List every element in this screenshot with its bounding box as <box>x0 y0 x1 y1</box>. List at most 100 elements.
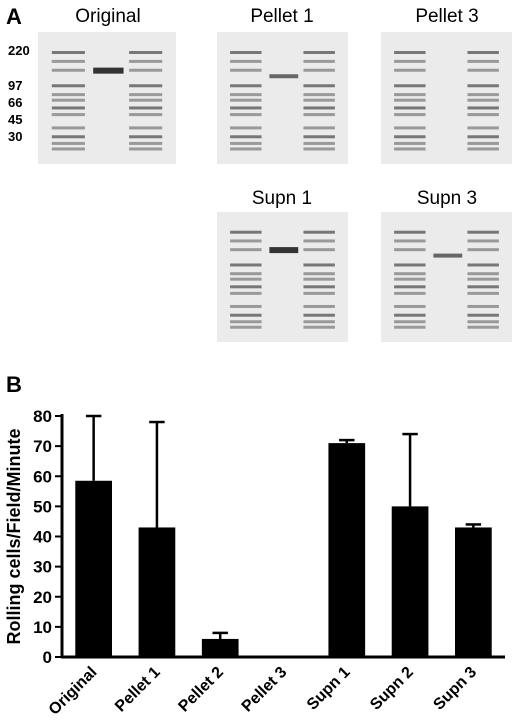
gel-image-pellet-1 <box>217 32 348 164</box>
ladder-band <box>230 320 262 324</box>
sample-band <box>269 247 299 254</box>
ladder-band <box>303 230 335 234</box>
ladder-band <box>467 230 499 234</box>
gel-image-supn-1 <box>217 212 348 342</box>
sample-band <box>93 67 124 74</box>
bar-supn-1 <box>328 443 366 657</box>
ladder-band <box>303 135 335 139</box>
ladder-band <box>303 325 335 329</box>
panel-a-label: A <box>6 4 22 29</box>
bar-original <box>75 480 112 657</box>
y-tick-label: 60 <box>33 467 52 486</box>
ladder-band <box>394 51 426 55</box>
ladder-band <box>230 230 262 234</box>
ladder-band <box>129 113 163 117</box>
ladder-band <box>394 272 426 276</box>
ladder-band <box>303 68 335 72</box>
bar-pellet-1 <box>138 527 176 657</box>
bar-supn-3 <box>455 527 492 657</box>
ladder-band <box>230 263 262 267</box>
ladder-band <box>467 135 499 139</box>
ladder-band <box>394 313 426 317</box>
x-tick-label: Pellet 2 <box>175 664 227 716</box>
ladder-band <box>467 113 499 117</box>
ladder-band <box>394 68 426 72</box>
ladder-band <box>129 68 163 72</box>
ladder-band <box>230 93 262 97</box>
ladder-band <box>230 113 262 117</box>
ladder-band <box>303 248 335 252</box>
ladder-band <box>303 98 335 102</box>
ladder-band <box>467 98 499 102</box>
ladder-band <box>467 68 499 72</box>
ladder-band <box>230 325 262 329</box>
ladder-band <box>394 147 426 151</box>
ladder-band <box>467 147 499 151</box>
gel-title-supn-1: Supn 1 <box>251 188 313 209</box>
gel-title-pellet-3: Pellet 3 <box>415 6 479 27</box>
ladder-band <box>394 320 426 324</box>
ladder-band <box>129 59 163 63</box>
ladder-band <box>303 304 335 308</box>
ladder-band <box>467 291 499 295</box>
ladder-band <box>129 106 163 110</box>
ladder-band <box>394 113 426 117</box>
ladder-band <box>51 51 85 55</box>
sample-band <box>269 74 299 79</box>
bar-chart: 0 10 20 30 40 50 60 70 80 Rolling cells/Field/Min… <box>4 407 505 719</box>
sample-band <box>433 253 463 258</box>
ladder-band <box>51 147 85 151</box>
ladder-band <box>230 313 262 317</box>
y-tick-label: 10 <box>33 618 52 637</box>
mw-marker-97: 97 <box>8 78 23 93</box>
gel-image-supn-3 <box>381 212 512 342</box>
ladder-band <box>467 248 499 252</box>
ladder-band <box>303 84 335 88</box>
ladder-band <box>467 263 499 267</box>
mw-marker-30: 30 <box>8 129 23 144</box>
ladder-band <box>129 51 163 55</box>
ladder-band <box>51 59 85 63</box>
gel-image-pellet-3 <box>381 32 512 164</box>
ladder-band <box>467 51 499 55</box>
ladder-band <box>303 272 335 276</box>
x-tick-label: Pellet 3 <box>239 664 291 716</box>
ladder-band <box>303 59 335 63</box>
bar-pellet-2 <box>201 638 239 657</box>
mw-marker-66: 66 <box>8 95 23 110</box>
y-axis-label: Rolling cells/Field/Minute <box>4 428 24 644</box>
x-tick-label: Supn 1 <box>304 664 354 714</box>
ladder-band <box>394 263 426 267</box>
ladder-band <box>467 84 499 88</box>
ladder-band <box>230 239 262 243</box>
x-tick-label: Supn 3 <box>430 664 480 714</box>
panel-b-label: B <box>6 372 22 397</box>
ladder-band <box>467 325 499 329</box>
ladder-band <box>303 141 335 145</box>
ladder-band <box>230 291 262 295</box>
ladder-band <box>303 291 335 295</box>
ladder-band <box>230 84 262 88</box>
ladder-band <box>394 135 426 139</box>
ladder-band <box>394 106 426 110</box>
ladder-band <box>394 304 426 308</box>
ladder-band <box>394 230 426 234</box>
ladder-band <box>394 239 426 243</box>
ladder-band <box>394 59 426 63</box>
ladder-band <box>51 135 85 139</box>
ladder-band <box>230 135 262 139</box>
y-tick-label: 20 <box>33 588 52 607</box>
ladder-band <box>51 141 85 145</box>
ladder-band <box>394 126 426 130</box>
ladder-band <box>51 126 85 130</box>
ladder-band <box>51 84 85 88</box>
ladder-band <box>51 98 85 102</box>
ladder-band <box>467 106 499 110</box>
gel-title-supn-3: Supn 3 <box>416 188 478 209</box>
ladder-band <box>303 239 335 243</box>
ladder-band <box>51 106 85 110</box>
ladder-band <box>230 51 262 55</box>
ladder-band <box>129 135 163 139</box>
ladder-band <box>303 285 335 289</box>
gel-image-original <box>38 32 176 164</box>
